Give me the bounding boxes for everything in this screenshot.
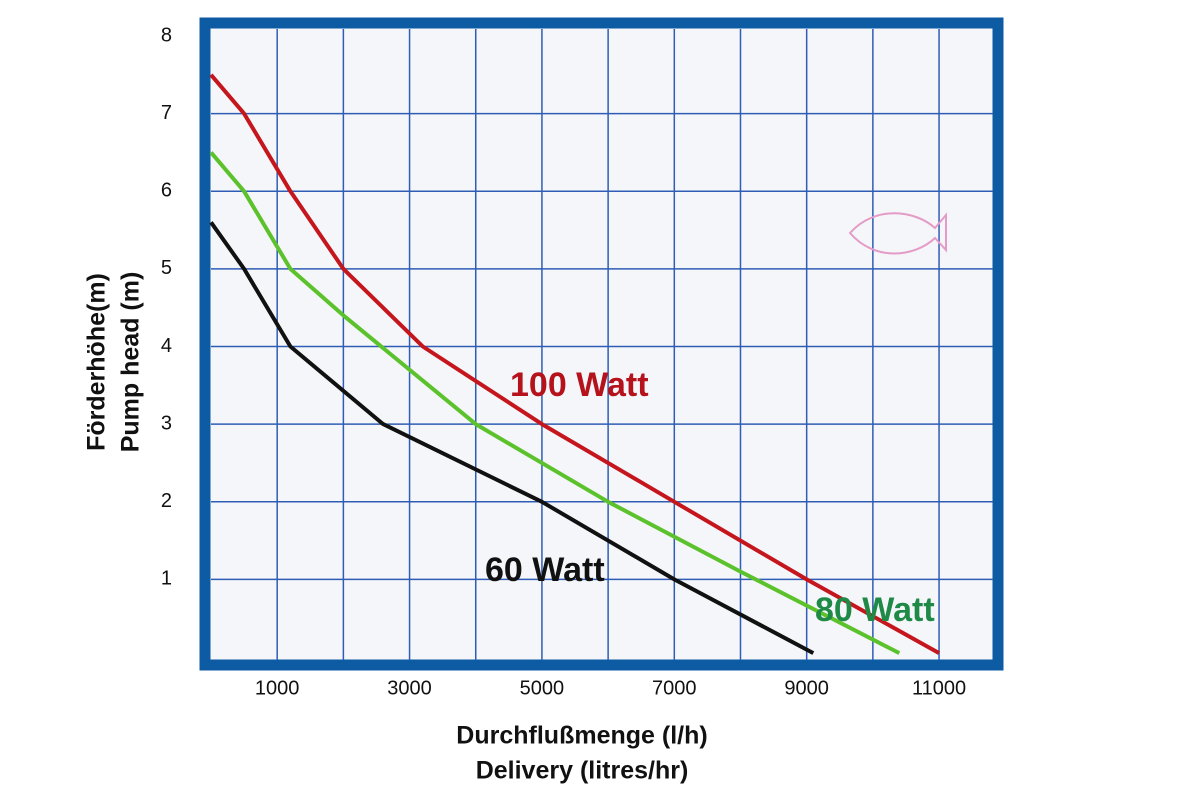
x-tick-label: 3000 [387, 677, 432, 699]
x-tick-label: 9000 [784, 677, 829, 699]
x-tick-label: 5000 [520, 677, 565, 699]
fish-icon [848, 212, 947, 255]
y-tick-label: 3 [161, 412, 172, 434]
y-tick-label: 7 [161, 102, 172, 124]
y-tick-label: 5 [161, 257, 172, 279]
grid [211, 29, 993, 660]
y-tick-label: 6 [161, 180, 172, 202]
x-tick-label: 11000 [912, 677, 966, 699]
x-tick-label: 1000 [255, 677, 300, 699]
series-line [209, 221, 815, 655]
y-tick-label: 1 [161, 568, 172, 590]
y-tick-label: 8 [161, 24, 172, 46]
series-label: 100 Watt [510, 366, 649, 404]
y-tick-label: 4 [161, 335, 172, 357]
x-tick-label: 7000 [652, 677, 697, 699]
series-label: 80 Watt [815, 591, 935, 629]
series-line [209, 151, 901, 655]
plot-frame [199, 17, 1004, 671]
y-tick-label: 2 [161, 490, 172, 512]
series-line [209, 73, 941, 655]
x-axis-title: Delivery (litres/hr) [476, 757, 689, 785]
y-axis-title: Pump head (m) [117, 272, 145, 453]
series-label: 60 Watt [485, 551, 605, 589]
lines [209, 73, 941, 655]
y-axis-title: Förderhöhe(m) [83, 273, 111, 451]
x-axis-title: Durchflußmenge (l/h) [456, 722, 707, 750]
